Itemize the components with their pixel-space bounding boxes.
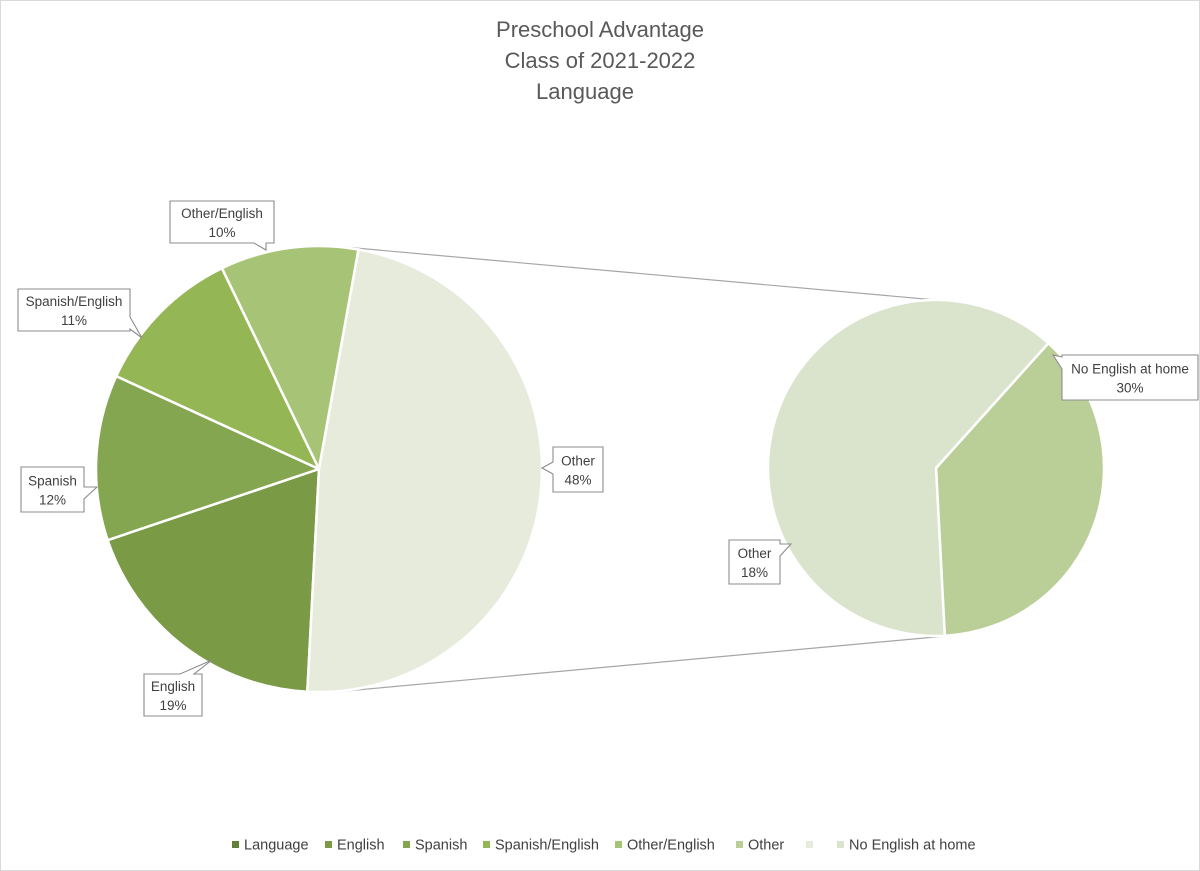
label-spanish-value: 12% — [39, 493, 66, 508]
label-no-english-at-home-box — [1051, 354, 1199, 401]
legend-label: Spanish/English — [495, 838, 599, 854]
legend: Language English Spanish Spanish/English Oth… — [232, 838, 976, 854]
legend-label: Spanish — [415, 838, 467, 854]
legend-item-no-english-at-home: No English at home — [837, 838, 976, 854]
legend-item-blank — [806, 841, 813, 848]
data-labels: Other/English10%Spanish/English11%Spanis… — [17, 200, 1199, 717]
slice-other-english — [220, 244, 360, 474]
legend-label: No English at home — [849, 838, 976, 854]
slice-english — [106, 467, 321, 694]
label-other-english-value: 10% — [208, 225, 235, 240]
legend-swatch — [232, 841, 239, 848]
connector-lines — [332, 245, 947, 693]
legend-swatch — [483, 841, 490, 848]
label-english: English 19% — [143, 659, 213, 717]
label-secondary-other: Other 18% — [728, 539, 793, 585]
label-other-box — [540, 446, 604, 493]
legend-swatch — [325, 841, 332, 848]
title-line-2: Class of 2021-2022 — [505, 48, 696, 73]
slice-spanish-english — [114, 266, 322, 472]
label-spanish-english: Spanish/English 11% — [17, 288, 143, 339]
label-spanish-name: Spanish — [28, 474, 77, 489]
label-secondary-other-name: Other — [738, 546, 772, 561]
connector-line-top — [332, 245, 937, 301]
secondary-pie — [766, 298, 1106, 638]
label-other-english-name: Other/English — [181, 206, 263, 221]
label-no-english-at-home-value: 30% — [1116, 381, 1143, 396]
legend-swatch — [615, 841, 622, 848]
label-spanish-english-value: 11% — [61, 313, 87, 328]
title-line-1: Preschool Advantage — [496, 17, 704, 42]
label-english-name: English — [151, 679, 195, 694]
connector-line-bottom — [334, 635, 947, 693]
legend-swatch — [736, 841, 743, 848]
label-no-english-at-home: No English at home 30% — [1051, 354, 1199, 401]
label-english-box — [143, 659, 213, 717]
slice-spanish — [94, 374, 323, 542]
primary-pie — [94, 244, 544, 694]
label-spanish-english-box — [17, 288, 143, 339]
legend-item-other: Other — [736, 838, 784, 854]
legend-swatch — [806, 841, 813, 848]
label-other: Other 48% — [540, 446, 604, 493]
legend-item-english: English — [325, 838, 385, 854]
secondary-slice-no-english-at-home — [766, 298, 1051, 638]
legend-label: English — [337, 838, 385, 854]
legend-item-other-english: Other/English — [615, 838, 715, 854]
legend-label: Other — [748, 838, 784, 854]
legend-label: Language — [244, 838, 309, 854]
slice-other — [306, 248, 544, 694]
legend-label: Other/English — [627, 838, 715, 854]
legend-item-spanish: Spanish — [403, 838, 467, 854]
title-line-3: Language — [536, 79, 634, 104]
label-other-value: 48% — [564, 473, 591, 488]
legend-item-language: Language — [232, 838, 309, 854]
label-other-name: Other — [561, 454, 595, 469]
label-spanish-box — [20, 466, 99, 513]
label-no-english-at-home-name: No English at home — [1071, 362, 1189, 377]
label-other-english-box — [169, 200, 275, 251]
label-spanish: Spanish 12% — [20, 466, 99, 513]
label-secondary-other-box — [728, 539, 793, 585]
legend-swatch — [837, 841, 844, 848]
label-english-value: 19% — [159, 698, 186, 713]
chart-title: Preschool Advantage Class of 2021-2022 L… — [496, 17, 704, 104]
label-secondary-other-value: 18% — [741, 565, 768, 580]
label-spanish-english-name: Spanish/English — [26, 294, 123, 309]
label-other-english: Other/English 10% — [169, 200, 275, 251]
legend-swatch — [403, 841, 410, 848]
legend-item-spanish-english: Spanish/English — [483, 838, 599, 854]
